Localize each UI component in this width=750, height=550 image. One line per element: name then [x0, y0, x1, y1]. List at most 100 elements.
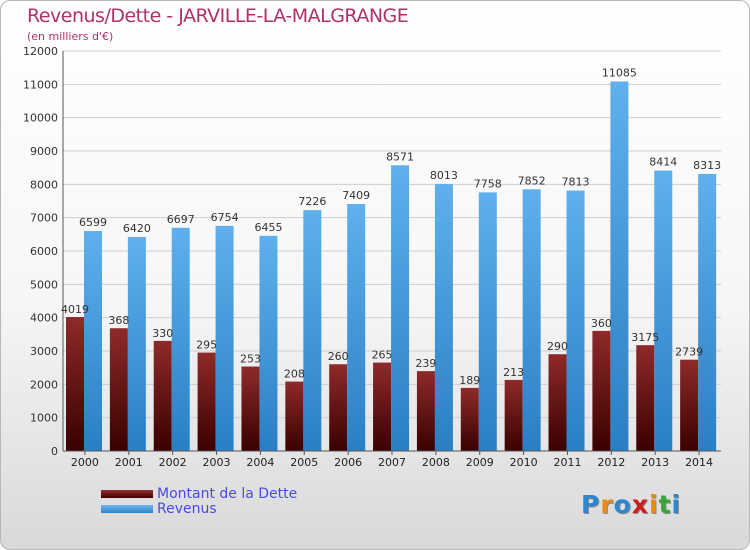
logo-letter: o: [613, 490, 632, 519]
logo-letter: t: [658, 490, 672, 519]
data-label-revenue: 8414: [649, 156, 677, 169]
data-label-debt: 260: [328, 350, 349, 363]
x-tick-label: 2008: [422, 456, 450, 469]
bar-debt: [285, 381, 304, 451]
bar-revenue: [654, 170, 673, 452]
x-tick-label: 2006: [334, 456, 362, 469]
data-label-revenue: 11085: [602, 67, 637, 80]
bar-debt: [460, 387, 479, 451]
bar-debt: [592, 330, 611, 451]
x-tick-label: 2012: [597, 456, 625, 469]
bar-debt: [241, 366, 260, 451]
bar-revenue: [171, 227, 190, 451]
y-tick-label: 0: [51, 445, 58, 458]
data-label-debt: 265: [372, 349, 393, 362]
data-label-debt: 3175: [631, 331, 659, 344]
data-label-debt: 4019: [61, 303, 89, 316]
legend-swatch-revenue: [101, 505, 153, 513]
y-tick-label: 11000: [23, 78, 58, 91]
bar-debt: [373, 362, 392, 451]
x-tick-label: 2009: [466, 456, 494, 469]
bar-revenue: [698, 173, 717, 451]
data-label-debt: 239: [415, 357, 436, 370]
data-label-revenue: 6420: [123, 222, 151, 235]
bar-revenue: [84, 231, 102, 451]
bar-revenue: [478, 192, 497, 451]
x-tick-label: 2013: [641, 456, 669, 469]
data-label-revenue: 8313: [693, 159, 721, 172]
data-label-debt: 290: [547, 340, 568, 353]
x-tick-label: 2011: [553, 456, 581, 469]
y-tick-label: 5000: [30, 278, 58, 291]
x-tick-label: 2010: [510, 456, 538, 469]
bar-debt: [680, 359, 699, 451]
y-tick-label: 12000: [23, 45, 58, 58]
bar-revenue: [215, 225, 234, 451]
x-tick-label: 2005: [290, 456, 318, 469]
bar-revenue: [610, 81, 629, 451]
x-tick-label: 2014: [685, 456, 713, 469]
data-label-revenue: 6754: [211, 211, 239, 224]
legend-label-revenue: Revenus: [157, 501, 217, 517]
bar-revenue: [566, 190, 585, 452]
bar-debt: [504, 379, 523, 451]
bar-debt: [109, 328, 128, 451]
data-label-revenue: 8571: [386, 150, 414, 163]
logo-letter: P: [581, 490, 601, 519]
bar-debt: [636, 345, 655, 451]
y-tick-label: 4000: [30, 312, 58, 325]
bar-revenue: [522, 189, 541, 451]
x-tick-label: 2004: [246, 456, 274, 469]
logo-letter: i: [671, 490, 682, 519]
data-labels: 4019 6599 368 6420 330 6697 295 6754 253 6455 208 7…: [61, 67, 721, 387]
bar-revenue: [434, 183, 453, 451]
y-tick-label: 10000: [23, 112, 58, 125]
x-tick-label: 2002: [159, 456, 187, 469]
data-label-revenue: 7226: [298, 195, 326, 208]
data-label-debt: 360: [591, 317, 612, 330]
bar-revenue: [391, 165, 410, 452]
data-label-revenue: 6697: [167, 213, 195, 226]
data-label-debt: 208: [284, 368, 305, 381]
data-label-debt: 2739: [675, 346, 703, 359]
y-tick-label: 1000: [30, 412, 58, 425]
data-label-debt: 189: [459, 374, 480, 387]
data-label-revenue: 6455: [254, 221, 282, 234]
x-tick-label: 2003: [203, 456, 231, 469]
chart-title: Revenus/Dette - JARVILLE-LA-MALGRANGE: [27, 5, 409, 27]
legend-swatch-debt: [101, 490, 153, 498]
chart-subtitle: (en milliers d'€): [27, 30, 114, 43]
data-label-revenue: 7813: [562, 176, 590, 189]
y-tick-label: 8000: [30, 178, 58, 191]
logo-letter: i: [649, 490, 659, 519]
data-label-debt: 295: [196, 339, 217, 352]
bar-revenue: [259, 235, 278, 451]
bar-debt: [153, 340, 172, 451]
data-label-revenue: 7758: [474, 177, 502, 190]
y-tick-label: 3000: [30, 345, 58, 358]
data-label-revenue: 6599: [79, 216, 107, 229]
x-tick-label: 2001: [115, 456, 143, 469]
axes: 0 1000 2000 3000 4000 5000 6000 7000 8000 9000 100…: [23, 45, 721, 469]
legend-label-debt: Montant de la Dette: [157, 486, 298, 502]
bar-revenue: [303, 210, 322, 451]
data-label-revenue: 7852: [518, 174, 546, 187]
bars: [66, 81, 717, 452]
bar-debt: [197, 352, 216, 451]
logo-letter: x: [631, 490, 649, 519]
x-tick-label: 2007: [378, 456, 406, 469]
bar-revenue: [127, 237, 146, 451]
data-label-debt: 330: [152, 327, 173, 340]
bar-debt: [548, 354, 567, 451]
y-tick-label: 2000: [30, 378, 58, 391]
data-label-debt: 253: [240, 353, 261, 366]
y-tick-label: 6000: [30, 245, 58, 258]
data-label-revenue: 8013: [430, 169, 458, 182]
logo-letter: r: [600, 490, 614, 519]
bar-debt: [329, 364, 348, 451]
data-label-revenue: 7409: [342, 189, 370, 202]
data-label-debt: 213: [503, 366, 524, 379]
bar-debt: [66, 317, 84, 451]
